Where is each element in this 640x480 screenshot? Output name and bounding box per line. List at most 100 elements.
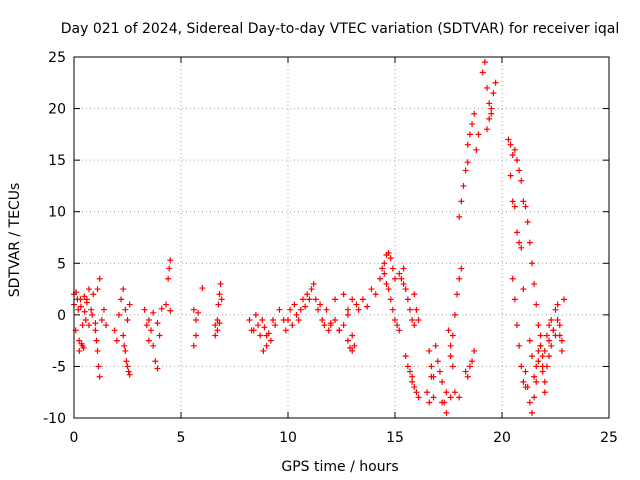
data-point [520, 378, 527, 385]
data-point [85, 322, 92, 329]
data-point [509, 198, 516, 205]
data-point [248, 327, 255, 334]
data-point [80, 344, 87, 351]
data-point [522, 368, 529, 375]
data-point [381, 270, 388, 277]
data-point [428, 363, 435, 370]
data-point [479, 69, 486, 76]
data-point [524, 219, 531, 226]
data-point [195, 309, 202, 316]
data-point [103, 322, 110, 329]
data-point [212, 332, 219, 339]
data-point [507, 172, 514, 179]
data-point [308, 286, 315, 293]
data-point [451, 311, 458, 318]
data-point [548, 342, 555, 349]
data-point [516, 342, 523, 349]
data-point [85, 286, 92, 293]
data-point [400, 265, 407, 272]
data-point [76, 347, 83, 354]
data-point [469, 358, 476, 365]
data-point [291, 301, 298, 308]
data-point [462, 167, 469, 174]
data-point [513, 229, 520, 236]
data-point [82, 317, 89, 324]
data-point [543, 363, 550, 370]
data-point [214, 327, 221, 334]
data-point [293, 311, 300, 318]
data-point [344, 306, 351, 313]
data-point [81, 308, 88, 315]
data-point [81, 293, 88, 300]
data-point [156, 332, 163, 339]
data-point [402, 353, 409, 360]
data-point [214, 317, 221, 324]
data-point [124, 317, 131, 324]
data-point [88, 306, 95, 313]
data-point [539, 353, 546, 360]
data-point [319, 317, 326, 324]
data-point [321, 322, 328, 329]
data-point [464, 373, 471, 380]
data-point [558, 337, 565, 344]
data-point [287, 306, 294, 313]
data-point [314, 306, 321, 313]
data-point [215, 301, 222, 308]
data-point [528, 409, 535, 416]
data-point [381, 260, 388, 267]
data-point [550, 327, 557, 334]
data-point [451, 389, 458, 396]
data-point [424, 389, 431, 396]
data-point [387, 296, 394, 303]
x-tick-label: 0 [70, 430, 79, 446]
data-point [190, 342, 197, 349]
data-point [317, 301, 324, 308]
data-point [95, 363, 102, 370]
data-point [436, 368, 443, 375]
data-point [466, 363, 473, 370]
data-point [511, 146, 518, 153]
data-point [355, 306, 362, 313]
data-point [486, 115, 493, 122]
data-point [93, 337, 100, 344]
data-point [263, 342, 270, 349]
data-point [409, 378, 416, 385]
data-point [267, 337, 274, 344]
data-point [400, 280, 407, 287]
data-point [513, 157, 520, 164]
data-point [379, 265, 386, 272]
chart-title: Day 021 of 2024, Sidereal Day-to-day VTE… [61, 21, 619, 37]
x-tick-label: 5 [177, 430, 186, 446]
data-point [165, 275, 172, 282]
y-tick-label: 20 [48, 102, 66, 118]
data-point [396, 270, 403, 277]
data-point [295, 317, 302, 324]
data-point [552, 332, 559, 339]
data-point [488, 105, 495, 112]
data-point [167, 257, 174, 264]
data-point [218, 296, 225, 303]
data-point [383, 280, 390, 287]
data-point [89, 311, 96, 318]
data-point [389, 265, 396, 272]
data-point [349, 332, 356, 339]
data-point [327, 322, 334, 329]
data-point [150, 309, 157, 316]
data-point [385, 249, 392, 256]
data-point [406, 368, 413, 375]
data-point [507, 141, 514, 148]
data-point [122, 306, 129, 313]
data-point [426, 347, 433, 354]
x-tick-label: 15 [386, 430, 404, 446]
data-point [535, 347, 542, 354]
data-point [528, 260, 535, 267]
data-point [163, 301, 170, 308]
data-point [526, 337, 533, 344]
data-point [541, 389, 548, 396]
data-point [212, 322, 219, 329]
data-point [96, 275, 103, 282]
data-points [71, 59, 568, 416]
data-point [145, 337, 152, 344]
data-point [526, 399, 533, 406]
data-point [340, 322, 347, 329]
